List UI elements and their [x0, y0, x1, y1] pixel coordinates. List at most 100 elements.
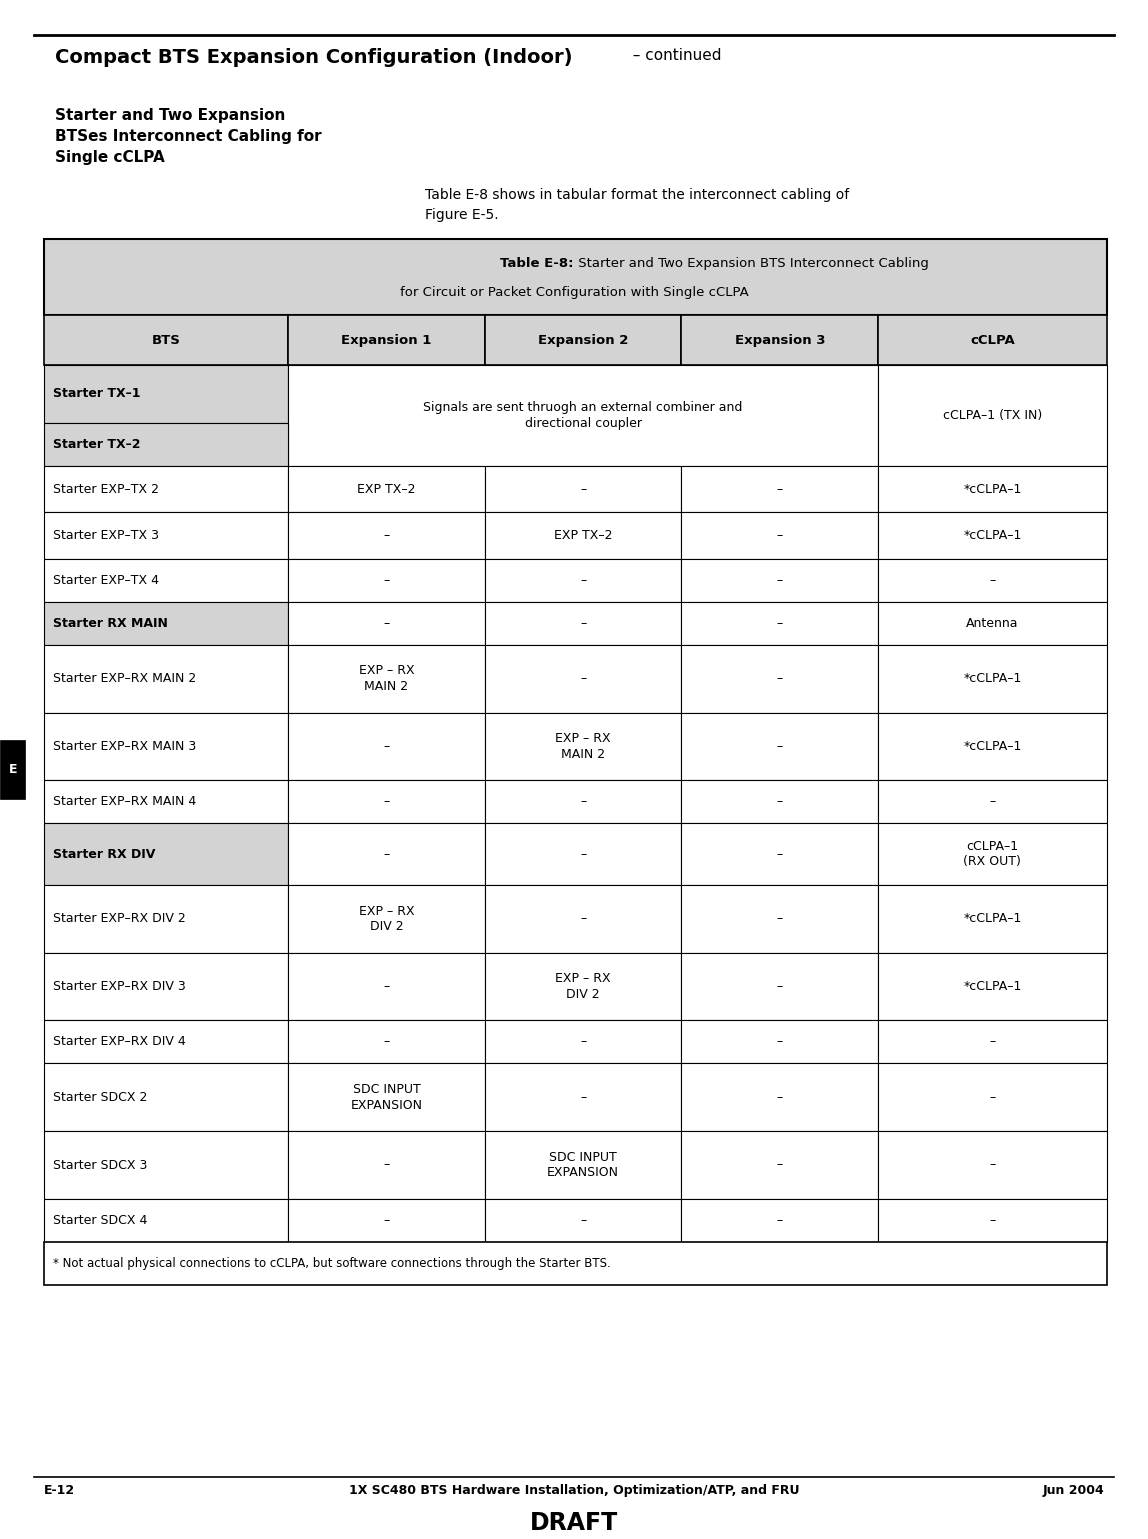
- Text: Starter SDCX 4: Starter SDCX 4: [53, 1214, 147, 1227]
- Text: –: –: [990, 574, 995, 586]
- Text: –: –: [777, 673, 783, 685]
- Bar: [288, 1020, 484, 1063]
- Text: –: –: [383, 1159, 389, 1171]
- Text: –: –: [777, 740, 783, 753]
- Text: –: –: [383, 796, 389, 808]
- Text: EXP – RX
DIV 2: EXP – RX DIV 2: [358, 905, 414, 933]
- Bar: [288, 466, 484, 512]
- Text: Starter EXP–RX DIV 2: Starter EXP–RX DIV 2: [53, 913, 186, 925]
- Bar: [44, 885, 288, 953]
- Text: –: –: [990, 1091, 995, 1103]
- Text: DRAFT: DRAFT: [530, 1511, 618, 1536]
- Text: –: –: [383, 529, 389, 542]
- Text: Starter SDCX 3: Starter SDCX 3: [53, 1159, 147, 1171]
- Text: Jun 2004: Jun 2004: [1042, 1484, 1104, 1496]
- Text: cCLPA–1
(RX OUT): cCLPA–1 (RX OUT): [963, 840, 1022, 868]
- Bar: [44, 953, 288, 1020]
- Text: –: –: [383, 848, 389, 860]
- Text: E: E: [8, 763, 17, 776]
- Text: –: –: [777, 1091, 783, 1103]
- Text: –: –: [383, 1214, 389, 1227]
- Bar: [288, 885, 484, 953]
- Bar: [878, 466, 1107, 512]
- Text: –: –: [580, 1214, 587, 1227]
- Bar: [44, 423, 288, 466]
- Bar: [288, 559, 484, 602]
- Text: –: –: [990, 1214, 995, 1227]
- Text: Expansion 1: Expansion 1: [341, 334, 432, 346]
- Text: Table E-8:: Table E-8:: [501, 257, 574, 269]
- Text: *cCLPA–1: *cCLPA–1: [963, 980, 1022, 993]
- Bar: [878, 823, 1107, 885]
- Text: 1X SC480 BTS Hardware Installation, Optimization/ATP, and FRU: 1X SC480 BTS Hardware Installation, Opti…: [349, 1484, 799, 1496]
- Text: *cCLPA–1: *cCLPA–1: [963, 673, 1022, 685]
- Bar: [484, 512, 682, 559]
- Bar: [682, 466, 878, 512]
- Bar: [44, 1063, 288, 1131]
- Text: Signals are sent thruogh an external combiner and
directional coupler: Signals are sent thruogh an external com…: [424, 402, 743, 429]
- Text: –: –: [580, 574, 587, 586]
- Text: E-12: E-12: [44, 1484, 75, 1496]
- Text: Starter EXP–RX DIV 4: Starter EXP–RX DIV 4: [53, 1036, 186, 1048]
- Text: Starter EXP–RX DIV 3: Starter EXP–RX DIV 3: [53, 980, 186, 993]
- Text: Compact BTS Expansion Configuration (Indoor): Compact BTS Expansion Configuration (Ind…: [55, 48, 573, 66]
- Bar: [44, 713, 288, 780]
- Bar: [682, 780, 878, 823]
- Text: Starter EXP–TX 2: Starter EXP–TX 2: [53, 483, 158, 496]
- Text: * Not actual physical connections to cCLPA, but software connections through the: * Not actual physical connections to cCL…: [53, 1257, 611, 1270]
- Bar: [288, 602, 484, 645]
- Bar: [484, 780, 682, 823]
- Bar: [288, 1199, 484, 1242]
- Bar: [484, 645, 682, 713]
- Bar: [682, 512, 878, 559]
- Bar: [484, 1199, 682, 1242]
- Bar: [878, 512, 1107, 559]
- Text: –: –: [777, 913, 783, 925]
- Bar: [878, 1020, 1107, 1063]
- Text: –: –: [990, 1159, 995, 1171]
- Text: Starter RX MAIN: Starter RX MAIN: [53, 617, 168, 629]
- Bar: [878, 602, 1107, 645]
- Text: –: –: [777, 529, 783, 542]
- Bar: [878, 1131, 1107, 1199]
- Bar: [878, 645, 1107, 713]
- Bar: [0, 740, 25, 799]
- Text: –: –: [580, 913, 587, 925]
- Text: Starter and Two Expansion BTS Interconnect Cabling: Starter and Two Expansion BTS Interconne…: [574, 257, 929, 269]
- Bar: [682, 559, 878, 602]
- Text: –: –: [580, 796, 587, 808]
- Bar: [44, 365, 288, 423]
- Bar: [682, 823, 878, 885]
- Bar: [484, 953, 682, 1020]
- Bar: [878, 713, 1107, 780]
- Text: –: –: [990, 796, 995, 808]
- Bar: [44, 1131, 288, 1199]
- Bar: [682, 315, 878, 365]
- Bar: [288, 315, 484, 365]
- Text: Starter EXP–RX MAIN 4: Starter EXP–RX MAIN 4: [53, 796, 196, 808]
- Bar: [44, 559, 288, 602]
- Bar: [682, 602, 878, 645]
- Bar: [44, 512, 288, 559]
- Bar: [44, 1242, 1107, 1285]
- Bar: [44, 823, 288, 885]
- Text: –: –: [580, 1036, 587, 1048]
- Bar: [44, 780, 288, 823]
- Bar: [44, 315, 288, 365]
- Bar: [682, 1131, 878, 1199]
- Text: EXP – RX
MAIN 2: EXP – RX MAIN 2: [556, 733, 611, 760]
- Text: –: –: [777, 1159, 783, 1171]
- Text: –: –: [777, 483, 783, 496]
- Text: Table E-8 shows in tabular format the interconnect cabling of
Figure E-5.: Table E-8 shows in tabular format the in…: [425, 188, 850, 222]
- Bar: [682, 885, 878, 953]
- Text: SDC INPUT
EXPANSION: SDC INPUT EXPANSION: [350, 1083, 422, 1111]
- Bar: [484, 602, 682, 645]
- Bar: [484, 466, 682, 512]
- Text: –: –: [383, 617, 389, 629]
- Bar: [484, 713, 682, 780]
- Text: Starter SDCX 2: Starter SDCX 2: [53, 1091, 147, 1103]
- Text: –: –: [580, 617, 587, 629]
- Bar: [484, 885, 682, 953]
- Bar: [288, 1131, 484, 1199]
- Bar: [878, 559, 1107, 602]
